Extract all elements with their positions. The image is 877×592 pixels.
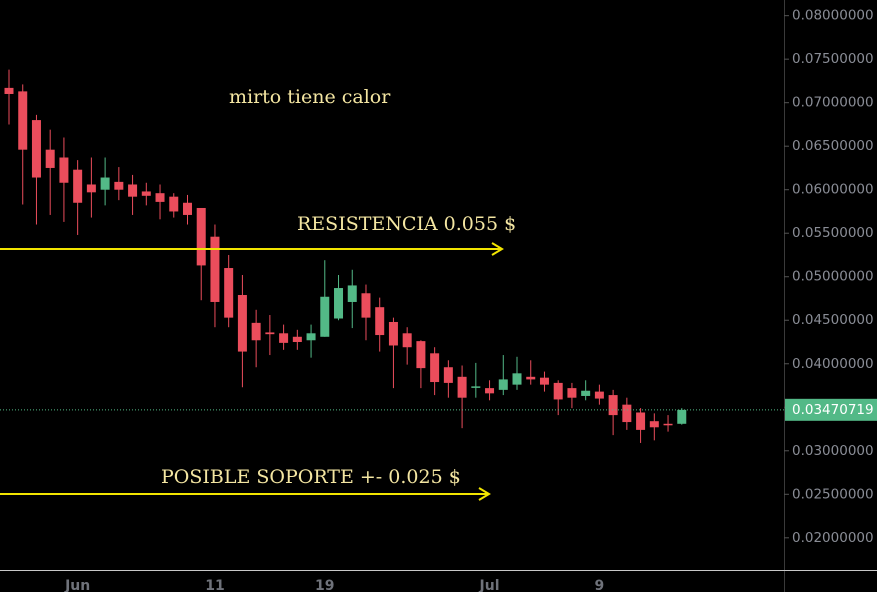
candle-body — [663, 423, 673, 426]
candles — [4, 69, 687, 443]
candle-body — [45, 149, 55, 168]
annotation: mirto tiene calor — [229, 86, 391, 108]
x-tick-label: Jun — [64, 578, 90, 592]
last-price-box — [785, 398, 877, 421]
candle-body — [388, 321, 398, 346]
candle-body — [114, 181, 124, 190]
candle-body — [594, 391, 604, 399]
x-tick-label: 19 — [315, 578, 334, 592]
y-tick-label: 0.08000000 — [792, 8, 874, 24]
candle-body — [100, 177, 110, 190]
y-tick-label: 0.02000000 — [792, 530, 874, 546]
candle-body — [553, 382, 563, 400]
candle-body — [210, 236, 220, 302]
y-tick-label: 0.03000000 — [792, 443, 874, 459]
candle-body — [485, 388, 495, 394]
candle-body — [182, 202, 192, 215]
y-tick-label: 0.06500000 — [792, 138, 874, 154]
candle-body — [141, 191, 151, 196]
candle-body — [224, 268, 234, 318]
annotation: POSIBLE SOPORTE +- 0.025 $ — [161, 466, 461, 488]
candle-body — [237, 295, 247, 352]
candle-body — [402, 333, 412, 348]
candle-body — [347, 285, 357, 302]
y-tick-label: 0.04500000 — [792, 312, 874, 328]
y-tick-label: 0.02500000 — [792, 486, 874, 502]
candle-body — [539, 377, 549, 385]
candle-body — [155, 193, 165, 202]
candle-body — [608, 395, 618, 416]
candle-body — [73, 169, 83, 203]
candle-body — [375, 307, 385, 336]
candle-body — [443, 367, 453, 383]
candle-body — [306, 333, 316, 341]
y-tick-label: 0.07500000 — [792, 51, 874, 67]
y-tick-label: 0.05000000 — [792, 269, 874, 285]
candle-body — [471, 386, 481, 388]
candle-body — [430, 353, 440, 383]
candle-body — [498, 379, 508, 390]
candle-body — [292, 336, 302, 342]
candle-body — [196, 207, 206, 266]
candle-body — [457, 376, 467, 398]
candle-body — [128, 184, 138, 197]
y-tick-label: 0.04000000 — [792, 356, 874, 372]
candle-body — [169, 196, 179, 212]
last-price-label: 0.03470719 — [792, 402, 874, 418]
y-tick-label: 0.05500000 — [792, 225, 874, 241]
candle-body — [251, 322, 261, 341]
resistance-arrow — [0, 242, 504, 256]
candle-body — [526, 376, 536, 380]
candle-body — [677, 409, 687, 424]
x-tick-label: Jul — [479, 578, 500, 592]
candle-body — [649, 421, 659, 428]
candle-body — [334, 288, 344, 319]
candle-body — [31, 120, 41, 178]
y-tick-label: 0.06000000 — [792, 182, 874, 198]
candle-body — [512, 373, 522, 385]
x-tick-label: 9 — [595, 578, 605, 592]
candle-body — [265, 332, 275, 335]
candle-body — [361, 293, 371, 318]
candle-body — [86, 184, 96, 193]
candle-body — [622, 404, 632, 423]
candle-body — [18, 91, 28, 150]
candle-body — [567, 388, 577, 398]
annotation: RESISTENCIA 0.055 $ — [297, 213, 516, 235]
candle-body — [581, 390, 591, 396]
candle-body — [4, 87, 14, 94]
y-tick-label: 0.07000000 — [792, 95, 874, 111]
candle-body — [59, 157, 69, 183]
candle-body — [416, 341, 426, 369]
candle-body — [320, 296, 330, 337]
x-tick-label: 11 — [205, 578, 224, 592]
candle-body — [279, 333, 289, 343]
candle-body — [636, 412, 646, 430]
support-arrow — [0, 487, 491, 501]
